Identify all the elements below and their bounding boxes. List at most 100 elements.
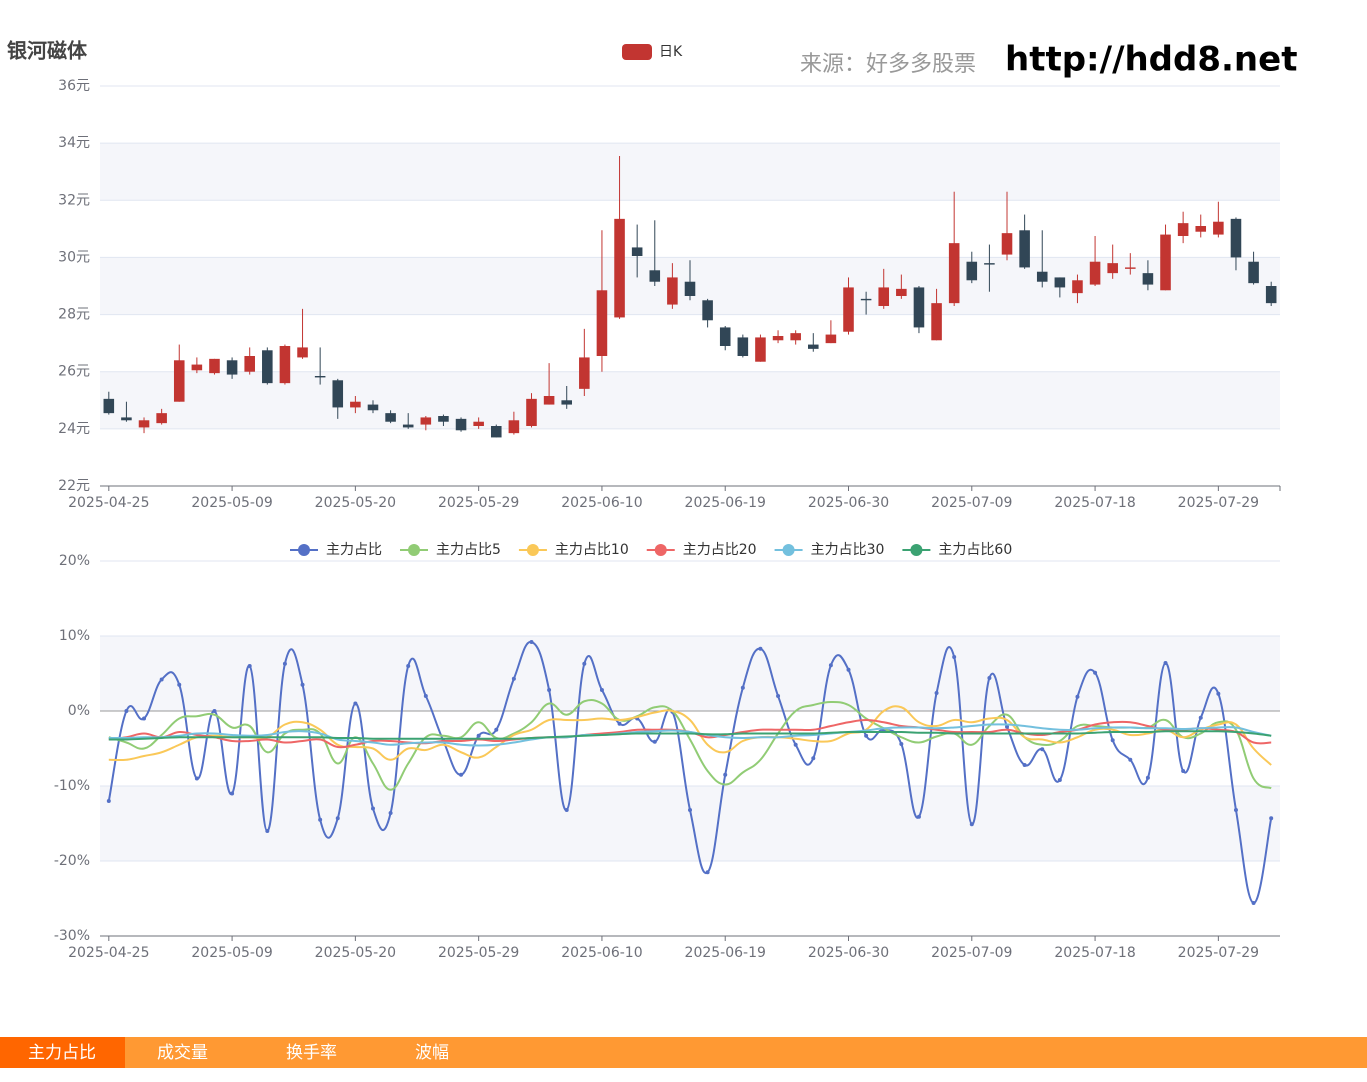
x-tick-label: 2025-06-19: [685, 495, 766, 511]
point: [969, 822, 974, 827]
grid-band: [100, 786, 1280, 861]
candle-body: [808, 344, 819, 349]
candle-body: [1001, 233, 1013, 255]
legend-dot: [910, 544, 923, 556]
x-tick-label: 2025-06-30: [808, 495, 889, 511]
x-tick-label: 2025-07-09: [931, 495, 1012, 511]
point: [230, 791, 235, 796]
point: [1269, 816, 1274, 821]
candle-body: [1036, 271, 1048, 282]
point: [459, 772, 464, 777]
legend-label[interactable]: 主力占比30: [811, 542, 885, 558]
x-tick-label: 2025-07-18: [1054, 945, 1135, 961]
candle-body: [596, 290, 608, 356]
point: [142, 716, 147, 721]
candle-body: [860, 298, 872, 301]
point: [423, 694, 428, 698]
legend-label[interactable]: 主力占比10: [555, 542, 629, 558]
x-tick-label: 2025-07-09: [931, 945, 1012, 961]
candle-body: [684, 281, 696, 296]
candle-body: [385, 413, 396, 422]
point: [1075, 694, 1080, 699]
legend-label[interactable]: 主力占比: [326, 542, 382, 558]
point: [194, 776, 199, 781]
point: [864, 733, 869, 738]
point: [159, 677, 164, 682]
point: [212, 709, 217, 713]
point: [723, 772, 728, 777]
point: [582, 661, 587, 666]
x-tick-label: 2025-07-18: [1054, 495, 1135, 511]
tab-active: [0, 1037, 125, 1068]
candle-body: [931, 303, 942, 341]
candle-body: [667, 277, 678, 305]
point: [599, 688, 604, 692]
x-tick-label: 2025-06-30: [808, 945, 889, 961]
candle-body: [526, 398, 537, 426]
point: [916, 814, 921, 819]
tab[interactable]: 波幅: [415, 1043, 449, 1063]
point: [776, 694, 781, 698]
legend-dot: [526, 544, 539, 556]
candle-body: [367, 404, 379, 411]
point: [952, 655, 957, 659]
y-tick-label: 34元: [58, 135, 90, 151]
legend-dot: [408, 544, 420, 556]
x-tick-label: 2025-06-19: [685, 945, 766, 961]
tab[interactable]: 换手率: [286, 1043, 337, 1063]
point: [547, 688, 552, 692]
candle-body: [878, 287, 890, 306]
candle-body: [913, 287, 925, 328]
candle-body: [1195, 226, 1207, 232]
point: [282, 661, 287, 666]
x-tick-label: 2025-04-25: [68, 945, 149, 961]
point: [617, 721, 622, 726]
legend-label[interactable]: 主力占比60: [938, 542, 1012, 558]
point: [318, 817, 323, 822]
candle-body: [191, 364, 203, 371]
point: [564, 808, 569, 812]
candle-body: [1019, 230, 1030, 268]
point: [406, 664, 411, 668]
legend-swatch: [622, 44, 652, 60]
candle-body: [350, 401, 361, 408]
point: [529, 640, 534, 644]
candle-body: [1177, 223, 1189, 236]
legend-label[interactable]: 主力占比20: [683, 542, 757, 558]
series-line: [108, 698, 1272, 791]
candle-body: [896, 288, 907, 296]
candle-body: [702, 300, 713, 321]
tab[interactable]: 成交量: [157, 1043, 208, 1063]
point: [353, 701, 358, 706]
point: [1163, 661, 1168, 665]
point: [846, 667, 851, 672]
point: [1181, 769, 1186, 773]
legend-label[interactable]: 主力占比5: [436, 542, 501, 558]
candle-body: [1072, 280, 1083, 294]
y-tick-label: 20%: [59, 553, 90, 569]
candle-body: [719, 327, 731, 346]
candle-body: [649, 270, 661, 282]
point: [987, 676, 992, 680]
y-tick-label: -10%: [54, 778, 90, 794]
candle-body: [948, 243, 960, 304]
candle-body: [579, 357, 590, 389]
point: [899, 742, 904, 746]
tab[interactable]: 主力占比: [28, 1043, 96, 1063]
candle-body: [1213, 221, 1224, 235]
y-tick-label: 30元: [58, 249, 90, 265]
point: [828, 663, 833, 668]
y-tick-label: 32元: [58, 192, 90, 208]
point: [511, 676, 516, 681]
candle-body: [614, 218, 625, 318]
point: [388, 811, 393, 815]
point: [335, 816, 340, 821]
y-tick-label: 26元: [58, 364, 90, 380]
point: [476, 733, 481, 738]
candle-body: [138, 420, 150, 428]
candle-body: [755, 337, 766, 362]
point: [1110, 738, 1115, 743]
candle-body: [402, 424, 414, 428]
legend-label[interactable]: 日K: [659, 44, 683, 60]
